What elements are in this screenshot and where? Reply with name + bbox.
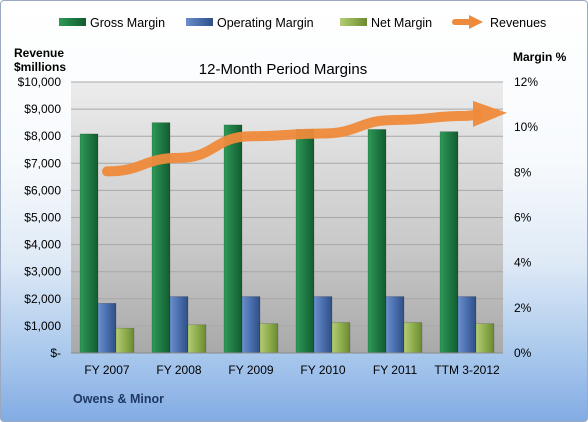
left-tick-label: $6,000 [24,183,61,197]
legend: Gross Margin Operating Margin Net Margin… [59,15,546,30]
operating-margin-bar [457,296,477,354]
gross-margin-bar [367,129,387,354]
revenue-line [102,100,507,177]
right-tick-label: 2% [514,301,532,315]
category-label: FY 2009 [228,363,273,377]
legend-label-revenues: Revenues [490,16,546,30]
gross-margin-bar [439,131,459,354]
right-tick-label: 12% [514,75,538,89]
operating-margin-bar [169,296,189,354]
company-name: Owens & Minor [73,392,164,406]
operating-margin-bar [385,296,405,354]
category-label: FY 2011 [373,363,418,377]
legend-label-gross-margin: Gross Margin [90,16,165,30]
right-tick-label: 10% [514,120,538,134]
left-tick-label: $10,000 [18,75,62,89]
net-margin-bar [115,327,135,354]
revenues-line [102,109,482,177]
left-axis-label-line2: $millions [14,60,66,74]
left-tick-label: $4,000 [24,238,61,252]
legend-swatch-revenues [452,15,483,29]
left-axis-label-line1: Revenue [14,46,64,60]
legend-label-operating-margin: Operating Margin [217,16,314,30]
right-tick-label: 4% [514,256,532,270]
legend-swatch-operating-margin [186,18,213,26]
net-margin-bar [187,324,207,354]
revenues-arrowhead [473,100,507,127]
net-margin-bar [259,323,279,354]
operating-margin-bar [241,296,261,354]
category-label: TTM 3-2012 [434,363,500,377]
chart-title: 12-Month Period Margins [199,61,367,78]
left-tick-label: $8,000 [24,129,61,143]
right-tick-label: 8% [514,165,532,179]
operating-margin-bar [313,296,333,354]
right-tick-label: 6% [514,211,532,225]
left-tick-label: $9,000 [24,102,61,116]
bars [79,122,495,354]
gross-margin-bar [79,133,99,354]
left-tick-label: $5,000 [24,211,61,225]
left-tick-label: $1,000 [24,319,61,333]
net-margin-bar [331,322,351,354]
right-axis-ticks: 0% 2% 4% 6% 8% 10% 12% [514,75,538,360]
legend-swatch-gross-margin [59,18,86,26]
left-tick-label: $2,000 [24,292,61,306]
category-label: FY 2007 [84,363,129,377]
legend-label-net-margin: Net Margin [371,16,432,30]
gross-margin-bar [295,129,315,354]
right-axis-label: Margin % [513,50,567,64]
left-tick-label: $- [50,346,61,360]
left-tick-label: $7,000 [24,156,61,170]
net-margin-bar [475,323,495,354]
left-axis-ticks: $- $1,000 $2,000 $3,000 $4,000 $5,000 $6,000 $7… [18,75,62,360]
category-label: FY 2010 [300,363,345,377]
legend-swatch-net-margin [340,18,367,26]
operating-margin-bar [97,303,117,354]
category-label: FY 2008 [156,363,201,377]
left-tick-label: $3,000 [24,265,61,279]
category-labels: FY 2007 FY 2008 FY 2009 FY 2010 FY 2011 TTM 3… [84,363,500,377]
gross-margin-bar [223,124,243,354]
right-tick-label: 0% [514,346,532,360]
net-margin-bar [403,322,423,354]
